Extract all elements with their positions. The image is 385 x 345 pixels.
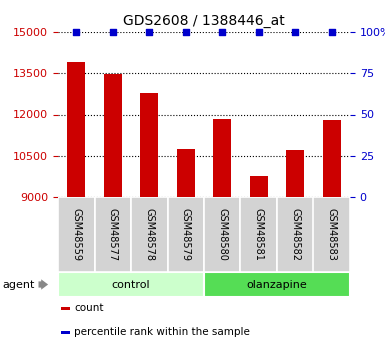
Bar — [204, 272, 350, 297]
Bar — [67, 62, 85, 197]
Text: agent: agent — [2, 279, 34, 289]
Text: olanzapine: olanzapine — [247, 279, 307, 289]
Bar — [249, 176, 268, 197]
Point — [182, 29, 189, 35]
Text: percentile rank within the sample: percentile rank within the sample — [74, 327, 250, 337]
Point — [256, 29, 262, 35]
Text: GSM48559: GSM48559 — [71, 208, 81, 261]
Bar — [313, 197, 350, 272]
Text: GSM48581: GSM48581 — [254, 208, 264, 261]
Text: GSM48583: GSM48583 — [327, 208, 337, 261]
Text: GSM48579: GSM48579 — [181, 208, 191, 261]
Bar — [323, 120, 341, 197]
Text: GSM48582: GSM48582 — [290, 208, 300, 261]
Bar — [177, 149, 195, 197]
Point — [110, 29, 116, 35]
Bar — [131, 197, 167, 272]
Point — [73, 29, 79, 35]
Text: control: control — [112, 279, 150, 289]
Bar — [94, 197, 131, 272]
Point — [329, 29, 335, 35]
Bar — [167, 197, 204, 272]
Text: count: count — [74, 304, 104, 314]
Bar — [58, 272, 204, 297]
Bar — [140, 92, 158, 197]
Text: GSM48580: GSM48580 — [217, 208, 227, 261]
Point — [292, 29, 298, 35]
Bar — [213, 119, 231, 197]
Bar — [286, 150, 305, 197]
Bar — [204, 197, 241, 272]
Text: GSM48578: GSM48578 — [144, 208, 154, 261]
Bar — [277, 197, 313, 272]
Bar — [241, 197, 277, 272]
Point — [219, 29, 225, 35]
Bar — [61, 331, 70, 334]
Title: GDS2608 / 1388446_at: GDS2608 / 1388446_at — [123, 14, 285, 28]
Bar — [58, 197, 94, 272]
Point — [146, 29, 152, 35]
Bar — [61, 307, 70, 310]
Text: GSM48577: GSM48577 — [108, 208, 118, 261]
Bar — [104, 74, 122, 197]
